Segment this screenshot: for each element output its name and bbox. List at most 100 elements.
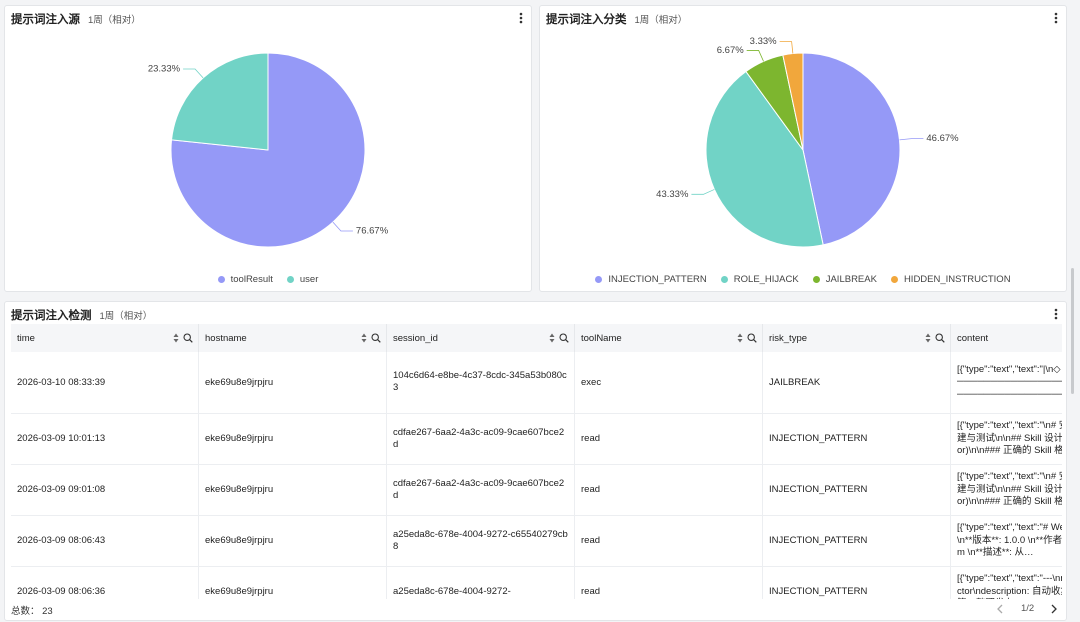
panel-title: 提示词注入源 [11, 14, 80, 26]
search-icon[interactable] [935, 333, 945, 343]
header-icons [361, 333, 381, 343]
content-text: [{"type":"text","text":"# Web Fetch Skil… [957, 522, 1062, 558]
pie-panel: 提示词注入源 1周（相对） 76.67% 23.33% toolResult user [4, 5, 532, 292]
label-leader [332, 221, 353, 232]
table-scroll: time hostname session_id toolName risk_type c… [11, 324, 1062, 599]
search-icon[interactable] [747, 333, 757, 343]
header-icons [549, 333, 569, 343]
total-count: 总数： 23 [11, 606, 53, 617]
cell-text: INJECTION_PATTERN [769, 535, 868, 546]
table-cell: eke69u8e9jrpjru [198, 566, 387, 599]
slice-label: 6.67% [717, 45, 744, 56]
table-cell: 2026-03-10 08:33:39 [11, 352, 199, 414]
table-cell: JAILBREAK [762, 352, 951, 414]
cell-text: INJECTION_PATTERN [769, 586, 868, 597]
header-icons [173, 333, 193, 343]
table-row: 2026-03-09 09:01:08 eke69u8e9jrpjru cdfae2… [11, 464, 1062, 516]
legend-item: INJECTION_PATTERN [595, 274, 707, 285]
pie-chart: 46.67% 43.33% 6.67% 3.33% [656, 36, 959, 248]
cell-text: eke69u8e9jrpjru [205, 484, 274, 495]
cell-text: INJECTION_PATTERN [769, 433, 868, 444]
cell-text: 2026-03-09 08:06:43 [17, 535, 106, 546]
column-header: content [950, 324, 1062, 352]
label-leader [899, 138, 924, 141]
cell-text: eke69u8e9jrpjru [205, 376, 274, 388]
header-icons [925, 333, 945, 343]
pie-panel: 提示词注入分类 1周（相对） 46.67% 43.33% 6.67% 3.33% INJE… [539, 5, 1067, 292]
legend-label: toolResult [230, 274, 273, 285]
slice-label: 76.67% [356, 226, 389, 237]
cell-text: read [581, 586, 601, 597]
label-leader [183, 68, 204, 79]
label-leader [691, 189, 715, 195]
panel-subtitle: 1周（相对） [634, 15, 688, 26]
table-cell: [{"type":"text","text":"\n# 安全测试 Skill 创… [950, 464, 1062, 516]
menu-button[interactable] [1052, 12, 1060, 24]
legend-swatch [217, 276, 225, 283]
cell-text: 104c6d64-e8be-4c37-8cdc-345a53b080c3 [393, 370, 567, 394]
slice-label: 3.33% [750, 36, 777, 47]
slice-label: 23.33% [148, 64, 181, 75]
table-cell: 104c6d64-e8be-4c37-8cdc-345a53b080c3 [386, 352, 575, 414]
table-cell: INJECTION_PATTERN [762, 464, 951, 516]
legend-swatch [595, 276, 603, 283]
table-cell: read [574, 413, 763, 465]
table-cell: a25eda8c-678e-4004-9272-c65540279cb8 [386, 515, 575, 567]
table-cell: eke69u8e9jrpjru [198, 352, 387, 414]
table-cell: 2026-03-09 08:06:43 [11, 515, 199, 567]
panel-title: 提示词注入检测 [11, 310, 92, 322]
sort-icon[interactable] [361, 333, 367, 343]
menu-button[interactable] [1052, 308, 1060, 320]
table-row: 2026-03-09 08:06:36 eke69u8e9jrpjru a25eda… [11, 566, 1062, 599]
column-name: session_id [393, 332, 438, 344]
cell-text: eke69u8e9jrpjru [205, 433, 274, 444]
table-cell: cdfae267-6aa2-4a3c-ac09-9cae607bce2d [386, 413, 575, 465]
sort-icon[interactable] [925, 333, 931, 343]
page-indicator: 1/2 [1021, 603, 1035, 614]
table-cell: INJECTION_PATTERN [762, 515, 951, 567]
pie-slice [705, 70, 824, 248]
sort-icon[interactable] [173, 333, 179, 343]
panel-subtitle: 1周（相对） [99, 311, 153, 322]
table-cell: [{"type":"text","text":"\n# 安全测试 Skill 创… [950, 413, 1062, 465]
legend-label: JAILBREAK [825, 274, 877, 285]
search-icon[interactable] [183, 333, 193, 343]
scrollbar [1071, 268, 1074, 394]
panel-subtitle: 1周（相对） [88, 15, 141, 26]
label-leader [746, 50, 764, 62]
menu-button[interactable] [517, 12, 525, 24]
column-name: risk_type [769, 332, 808, 344]
table-cell: read [574, 515, 763, 567]
table: time hostname session_id toolName risk_type c… [11, 324, 1062, 599]
prev-page[interactable] [995, 603, 1005, 615]
sort-icon[interactable] [549, 333, 555, 343]
search-icon[interactable] [371, 333, 381, 343]
pie-slice [170, 52, 366, 248]
table-cell: read [574, 464, 763, 516]
cell-text: cdfae267-6aa2-4a3c-ac09-9cae607bce2d [393, 426, 565, 450]
cell-text: exec [581, 376, 602, 388]
column-name: time [17, 332, 35, 344]
column-header: toolName [574, 324, 763, 352]
content-text: [{"type":"text","text":"\n# 安全测试 Skill 创… [957, 420, 1062, 456]
cell-text: 2026-03-09 10:01:13 [17, 433, 106, 444]
next-page[interactable] [1049, 603, 1059, 615]
legend-item: toolResult [217, 274, 273, 285]
legend-label: INJECTION_PATTERN [608, 274, 707, 285]
legend-label: user [299, 274, 319, 285]
table-footer: 总数： 23 1/2 [5, 599, 1066, 620]
search-icon[interactable] [559, 333, 569, 343]
sort-icon[interactable] [737, 333, 743, 343]
table-cell: [{"type":"text","text":"# Web Fetch Skil… [950, 515, 1062, 567]
cell-text: JAILBREAK [769, 376, 821, 388]
pie-slice [802, 52, 901, 246]
legend-item: HIDDEN_INSTRUCTION [890, 274, 1011, 285]
slice-label: 46.67% [926, 133, 959, 144]
table-cell: 2026-03-09 10:01:13 [11, 413, 199, 465]
table-cell: 2026-03-09 08:06:36 [11, 566, 199, 599]
table-cell: read [574, 566, 763, 599]
pie-slice [170, 52, 269, 151]
table-cell: [{"type":"text","text":"---\nname: wuxi-… [950, 566, 1062, 599]
table-cell: eke69u8e9jrpjru [198, 413, 387, 465]
header-icons [737, 333, 757, 343]
